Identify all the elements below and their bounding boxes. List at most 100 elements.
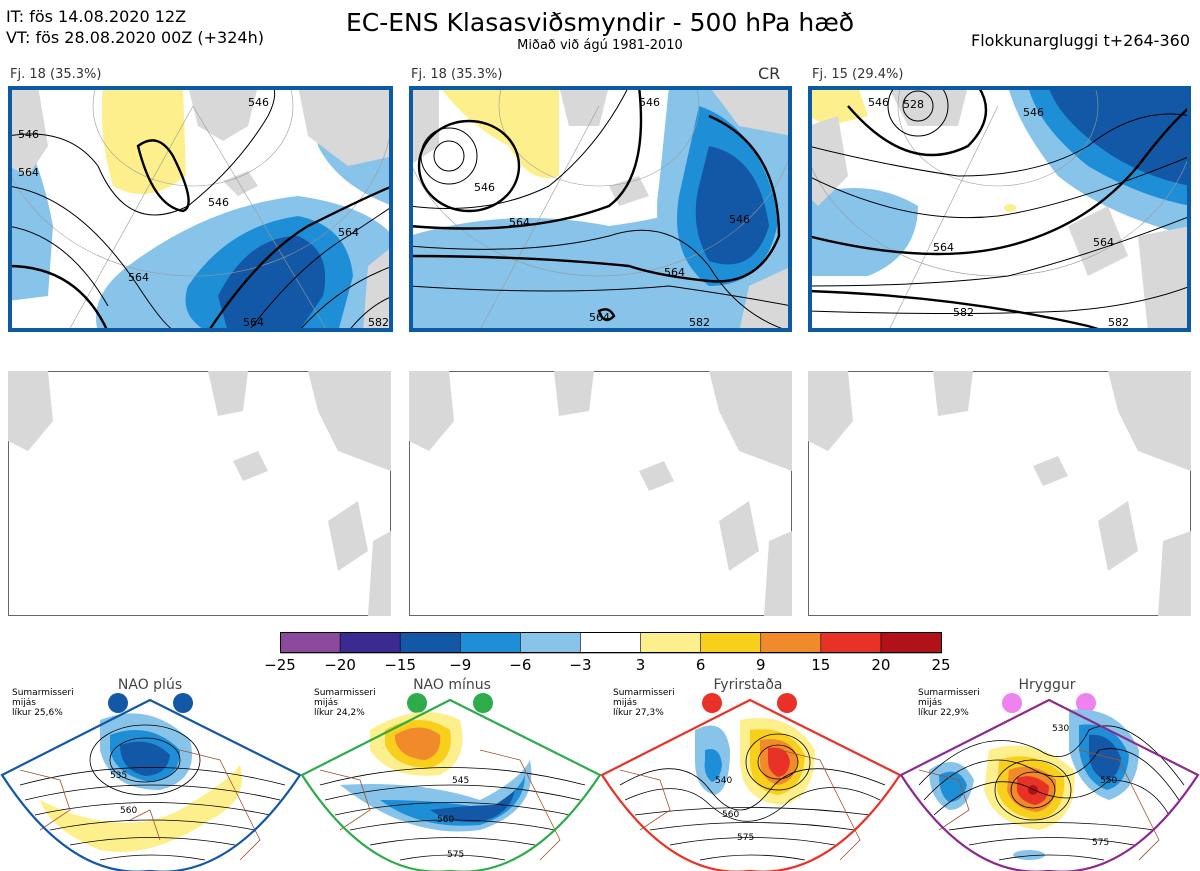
colorbar-swatch [820,632,882,654]
cluster-1-map: 546 564 546 564 564 582 546 564 [8,86,393,332]
cluster-1-contour-label: 564 [338,226,359,239]
empty-map-1 [8,371,391,616]
cluster-3-map: 528 546 546 564 564 582 582 [808,86,1191,332]
cluster-3-contour-label: 528 [903,98,924,111]
cluster-2-contour-label: 546 [474,181,495,194]
regime-3-contour-label: 575 [737,833,754,843]
regime-4-name: Hryggur [1018,677,1076,693]
cluster-2-contour-label: 546 [729,213,750,226]
regime-3-info: Sumarmisseri mijás líkur 27,3% [613,688,675,718]
colorbar-swatch [640,632,702,654]
regime-2-season: Sumarmisseri [314,688,376,698]
regime-4-dot [1076,693,1096,713]
regime-2-probability: líkur 24,2% [314,708,365,718]
regime-4-contour-label: 550 [1100,776,1117,786]
regime-3-contour-label: 540 [715,776,732,786]
cluster-2-contour-label: 564 [509,216,530,229]
colorbar-tick-label: 9 [755,656,766,674]
regime-3-contour-label: 560 [722,810,739,820]
regime-3-map: 540 560 575 [600,693,902,871]
regime-3-dot [702,693,722,713]
regime-2-info: Sumarmisseri mijás líkur 24,2% [314,688,376,718]
cluster-2-map: 546 546 546 564 564 564 582 [409,86,792,332]
cluster-1-contour-label: 546 [18,128,39,141]
regime-1-probability: líkur 25,6% [12,708,63,718]
page-subtitle: Miðað við ágú 1981-2010 [517,38,683,53]
cluster-2-contour-label: 582 [689,316,710,329]
colorbar-swatch [339,632,401,654]
regime-4-contour-label: 575 [1092,838,1109,848]
colorbar-tick-label: −15 [384,656,416,674]
cluster-1-contour-label: 564 [128,271,149,284]
regime-4-dot [1002,693,1022,713]
colorbar-tick-label: 15 [811,656,831,674]
colorbar-swatch [459,632,522,654]
colorbar-tick-label: −6 [509,656,532,674]
cluster-1-contour-label: 582 [368,316,389,329]
regime-2-note: mijás [314,698,338,708]
initial-time: IT: fös 14.08.2020 12Z [6,7,187,26]
colorbar-swatch [280,632,341,654]
regime-2-contour-label: 545 [452,776,469,786]
valid-time: VT: fös 28.08.2020 00Z (+324h) [6,28,264,47]
regime-3-dot [777,693,797,713]
regime-4-info: Sumarmisseri mijás líkur 22,9% [918,688,980,718]
colorbar-tick-label: 6 [695,656,706,674]
regime-1-dot [173,693,193,713]
page-title: EC-ENS Klasasviðsmyndir - 500 hPa hæð [345,8,855,37]
colorbar-swatch [520,632,582,654]
cluster-1-contour-label: 546 [248,96,269,109]
cluster-3-label: Fj. 15 (29.4%) [812,67,904,82]
cluster-2-contour-label: 564 [664,266,685,279]
regime-1-contour-label: 535 [110,771,127,781]
colorbar-tick-label: −25 [264,656,296,674]
empty-map-3 [808,371,1191,616]
colorbar-tick-label: −20 [324,656,356,674]
cluster-3-contour-label: 546 [868,96,889,109]
regime-4-map: 530 550 575 [899,693,1200,871]
colorbar-tick-label: 3 [635,656,646,674]
cluster-2-contour-label: 546 [639,96,660,109]
regime-4-note: mijás [918,698,942,708]
regime-1-dot [108,693,128,713]
cluster-2-contour-label: 564 [589,311,610,324]
regime-1-map: 535 560 [0,693,302,871]
colorbar-swatch [760,632,822,654]
colorbar-tick-label: 25 [931,656,951,674]
regime-1-info: Sumarmisseri mijás líkur 25,6% [12,688,74,718]
regime-3-probability: líkur 27,3% [613,708,664,718]
cluster-2-label: Fj. 18 (35.3%) [411,67,503,82]
regime-2-contour-label: 575 [447,850,464,860]
regime-3-note: mijás [613,698,637,708]
cluster-3-contour-label: 564 [1093,236,1114,249]
regime-4-probability: líkur 22,9% [918,708,969,718]
regime-2-contour-label: 560 [437,815,454,825]
regime-1-name: NAO plús [117,677,183,693]
colorbar-swatch [700,632,762,654]
regime-1-note: mijás [12,698,36,708]
regime-4-contour-label: 530 [1052,724,1069,734]
header-times: IT: fös 14.08.2020 12Z VT: fös 28.08.202… [6,6,264,48]
colorbar-swatch [880,632,942,654]
colorbar-tick-label: −9 [449,656,472,674]
regime-2-map: 545 560 575 [300,693,602,871]
colorbar-tick-label: −3 [569,656,592,674]
colorbar-swatch [399,632,462,654]
cluster-3-contour-label: 564 [933,241,954,254]
regime-4-season: Sumarmisseri [918,688,980,698]
cluster-1-contour-label: 564 [18,166,39,179]
colorbar [280,632,942,654]
regime-2-name: NAO mínus [413,677,491,693]
regime-2-dot [473,693,493,713]
regime-3-name: Fyrirstaða [713,677,783,693]
regime-1-contour-label: 560 [120,806,137,816]
empty-map-2 [409,371,792,616]
cluster-2-flag: CR [758,64,781,83]
cluster-1-contour-label: 546 [208,196,229,209]
colorbar-swatch [580,632,642,654]
cluster-1-contour-label: 564 [243,316,264,329]
clustering-window: Flokkunargluggi t+264-360 [971,31,1190,50]
cluster-3-contour-label: 546 [1023,106,1044,119]
colorbar-tick-label: 20 [871,656,891,674]
regime-1-season: Sumarmisseri [12,688,74,698]
